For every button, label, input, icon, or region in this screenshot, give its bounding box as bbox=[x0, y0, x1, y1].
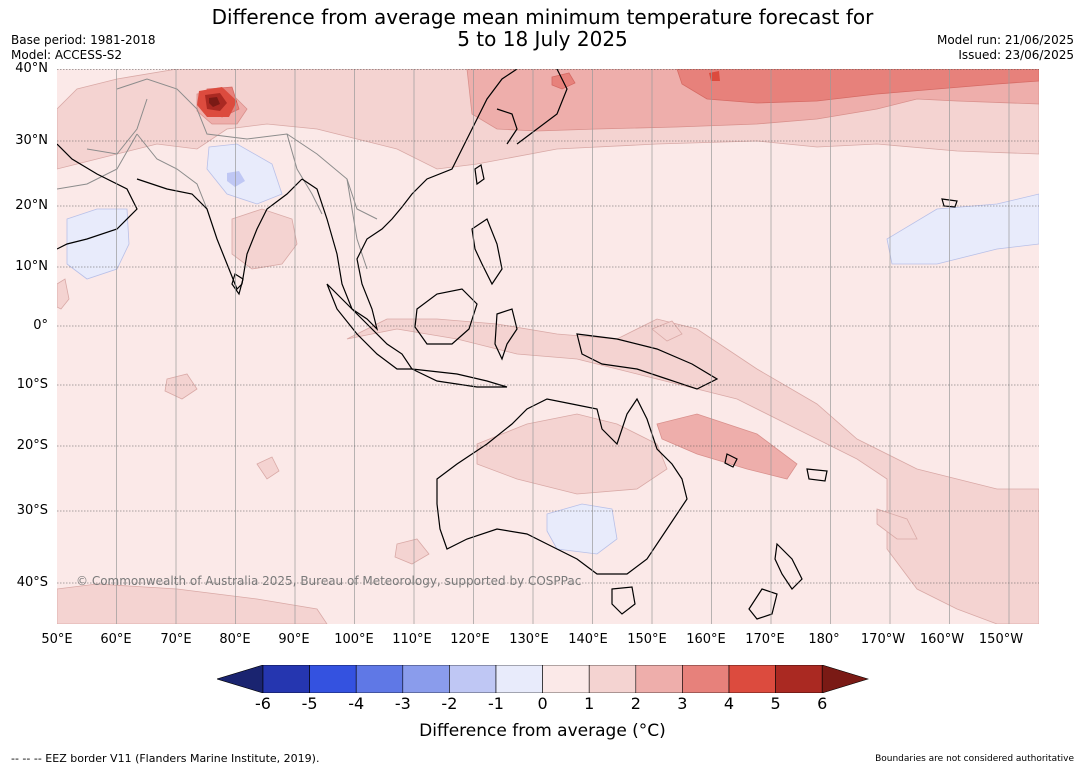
lat-label-10s: 10°S bbox=[16, 377, 48, 392]
lon-label-70e: 70°E bbox=[160, 632, 192, 647]
colorbar-tick: -5 bbox=[301, 694, 318, 713]
colorbar-segment bbox=[775, 665, 823, 693]
colorbar-segment bbox=[495, 665, 543, 693]
lat-label-0: 0° bbox=[33, 318, 48, 333]
lon-label-110e: 110°E bbox=[392, 632, 432, 647]
lon-label-120e: 120°E bbox=[450, 632, 490, 647]
colorbar-segment bbox=[402, 665, 450, 693]
colorbar-segment bbox=[355, 665, 404, 693]
colorbar-tick: 1 bbox=[584, 694, 595, 713]
colorbar-segment bbox=[682, 665, 730, 693]
colorbar-tick: 4 bbox=[723, 694, 735, 713]
anomaly-minus1-to-0-regions bbox=[66, 143, 1039, 555]
model-run-label: Model run: 21/06/2025 bbox=[936, 33, 1074, 47]
colorbar-tick: 0 bbox=[537, 694, 548, 713]
lon-label-100e: 100°E bbox=[334, 632, 374, 647]
colorbar-tick: 3 bbox=[677, 694, 688, 713]
lon-label-180: 180° bbox=[808, 632, 840, 647]
lon-label-80e: 80°E bbox=[219, 632, 251, 647]
colorbar-segment bbox=[542, 665, 590, 693]
colorbar-tick: -1 bbox=[488, 694, 504, 713]
colorbar-segment bbox=[588, 665, 637, 693]
copyright-notice: © Commonwealth of Australia 2025, Bureau… bbox=[76, 574, 582, 588]
sri-lanka-coast bbox=[231, 273, 244, 296]
colorbar-low-extension bbox=[217, 665, 264, 693]
lon-label-150e: 150°E bbox=[627, 632, 667, 647]
colorbar-tick: -2 bbox=[441, 694, 458, 713]
tasmania-coast bbox=[611, 586, 636, 615]
colorbar-tick: -6 bbox=[255, 694, 271, 713]
lat-label-30s: 30°S bbox=[16, 503, 48, 518]
lon-label-170w: 170°W bbox=[860, 632, 906, 647]
anomaly-minus2-to-minus1-region bbox=[227, 171, 245, 187]
lon-label-50e: 50°E bbox=[41, 632, 73, 647]
lat-label-40s: 40°S bbox=[16, 575, 48, 590]
colorbar-high-extension bbox=[821, 665, 869, 693]
anomaly-hotspot-4-to-6 bbox=[197, 71, 720, 117]
colorbar-segment bbox=[309, 665, 357, 693]
lon-label-150w: 150°W bbox=[978, 632, 1024, 647]
lon-label-160e: 160°E bbox=[686, 632, 726, 647]
map-title-line2: 5 to 18 July 2025 bbox=[457, 27, 628, 51]
boundaries-disclaimer: Boundaries are not considered authoritat… bbox=[875, 754, 1074, 764]
lon-label-140e: 140°E bbox=[568, 632, 608, 647]
base-period-label: Base period: 1981-2018 bbox=[11, 33, 156, 47]
model-label: Model: ACCESS-S2 bbox=[11, 48, 123, 62]
lon-label-90e: 90°E bbox=[278, 632, 310, 647]
eez-border-note: -- -- -- EEZ border V11 (Flanders Marine… bbox=[11, 752, 320, 765]
colorbar-label: Difference from average (°C) bbox=[419, 721, 666, 741]
colorbar-segment bbox=[635, 665, 683, 693]
lat-label-20n: 20°N bbox=[15, 198, 48, 213]
colorbar bbox=[217, 665, 869, 693]
lat-label-10n: 10°N bbox=[15, 259, 48, 274]
map-title-line1: Difference from average mean minimum tem… bbox=[211, 5, 874, 29]
colorbar-tick: -4 bbox=[348, 694, 365, 713]
map-canvas bbox=[57, 69, 1039, 624]
issued-label: Issued: 23/06/2025 bbox=[958, 48, 1074, 62]
colorbar-tick: 2 bbox=[630, 694, 641, 713]
longitude-grid bbox=[116, 69, 1010, 624]
colorbar-tick: -3 bbox=[394, 694, 411, 713]
country-borders bbox=[57, 78, 378, 270]
lat-label-40n: 40°N bbox=[15, 61, 48, 76]
lon-label-60e: 60°E bbox=[100, 632, 132, 647]
lat-label-20s: 20°S bbox=[16, 438, 48, 453]
coastlines bbox=[57, 69, 958, 620]
lon-label-160w: 160°W bbox=[919, 632, 965, 647]
lon-label-130e: 130°E bbox=[509, 632, 549, 647]
colorbar-tick: 6 bbox=[817, 694, 828, 713]
forecast-map bbox=[57, 69, 1039, 624]
lon-label-170e: 170°E bbox=[745, 632, 785, 647]
colorbar-segment bbox=[728, 665, 776, 693]
colorbar-tick: 5 bbox=[770, 694, 781, 713]
lat-label-30n: 30°N bbox=[15, 133, 48, 148]
colorbar-segment bbox=[262, 665, 310, 693]
colorbar-segment bbox=[449, 665, 497, 693]
